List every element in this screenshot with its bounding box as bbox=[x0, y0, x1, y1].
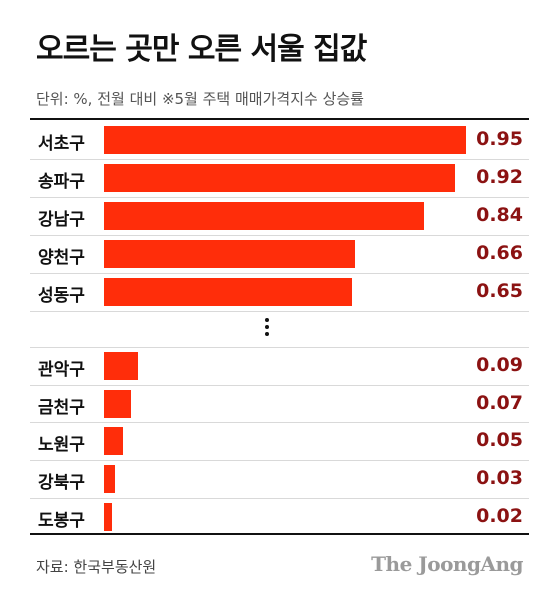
category-label: 송파구 bbox=[38, 172, 85, 192]
top-rule bbox=[30, 118, 529, 120]
ellipsis-icon bbox=[264, 318, 270, 339]
value-label: 0.09 bbox=[476, 354, 523, 376]
value-label: 0.84 bbox=[476, 204, 523, 226]
bar bbox=[104, 278, 352, 306]
value-label: 0.03 bbox=[476, 467, 523, 489]
value-label: 0.02 bbox=[476, 505, 523, 527]
category-label: 성동구 bbox=[38, 286, 85, 306]
bar bbox=[104, 126, 466, 154]
category-label: 서초구 bbox=[38, 134, 85, 154]
row-divider bbox=[30, 460, 529, 461]
chart-title: 오르는 곳만 오른 서울 집값 bbox=[36, 32, 367, 67]
row-divider bbox=[30, 311, 529, 312]
bottom-rule bbox=[30, 533, 529, 535]
bar bbox=[104, 465, 116, 493]
brand-logo: The JoongAng bbox=[371, 552, 523, 576]
bar bbox=[104, 352, 139, 380]
bar bbox=[104, 390, 131, 418]
category-label: 강남구 bbox=[38, 210, 85, 230]
row-divider bbox=[30, 159, 529, 160]
category-label: 노원구 bbox=[38, 435, 85, 455]
value-label: 0.07 bbox=[476, 392, 523, 414]
row-divider bbox=[30, 422, 529, 423]
chart-subtitle: 단위: %, 전월 대비 ※5월 주택 매매가격지수 상승률 bbox=[36, 90, 364, 108]
category-label: 양천구 bbox=[38, 248, 85, 268]
value-label: 0.66 bbox=[476, 242, 523, 264]
bar bbox=[104, 503, 112, 531]
category-label: 관악구 bbox=[38, 360, 85, 380]
value-label: 0.95 bbox=[476, 128, 523, 150]
value-label: 0.05 bbox=[476, 429, 523, 451]
row-divider bbox=[30, 498, 529, 499]
bar bbox=[104, 164, 455, 192]
category-label: 도봉구 bbox=[38, 511, 85, 531]
bar bbox=[104, 427, 124, 455]
value-label: 0.92 bbox=[476, 166, 523, 188]
row-divider bbox=[30, 385, 529, 386]
row-divider bbox=[30, 235, 529, 236]
row-divider bbox=[30, 347, 529, 348]
bar bbox=[104, 240, 356, 268]
category-label: 금천구 bbox=[38, 398, 85, 418]
bar bbox=[104, 202, 425, 230]
row-divider bbox=[30, 273, 529, 274]
row-divider bbox=[30, 197, 529, 198]
category-label: 강북구 bbox=[38, 473, 85, 493]
value-label: 0.65 bbox=[476, 280, 523, 302]
source-note: 자료: 한국부동산원 bbox=[36, 558, 157, 576]
